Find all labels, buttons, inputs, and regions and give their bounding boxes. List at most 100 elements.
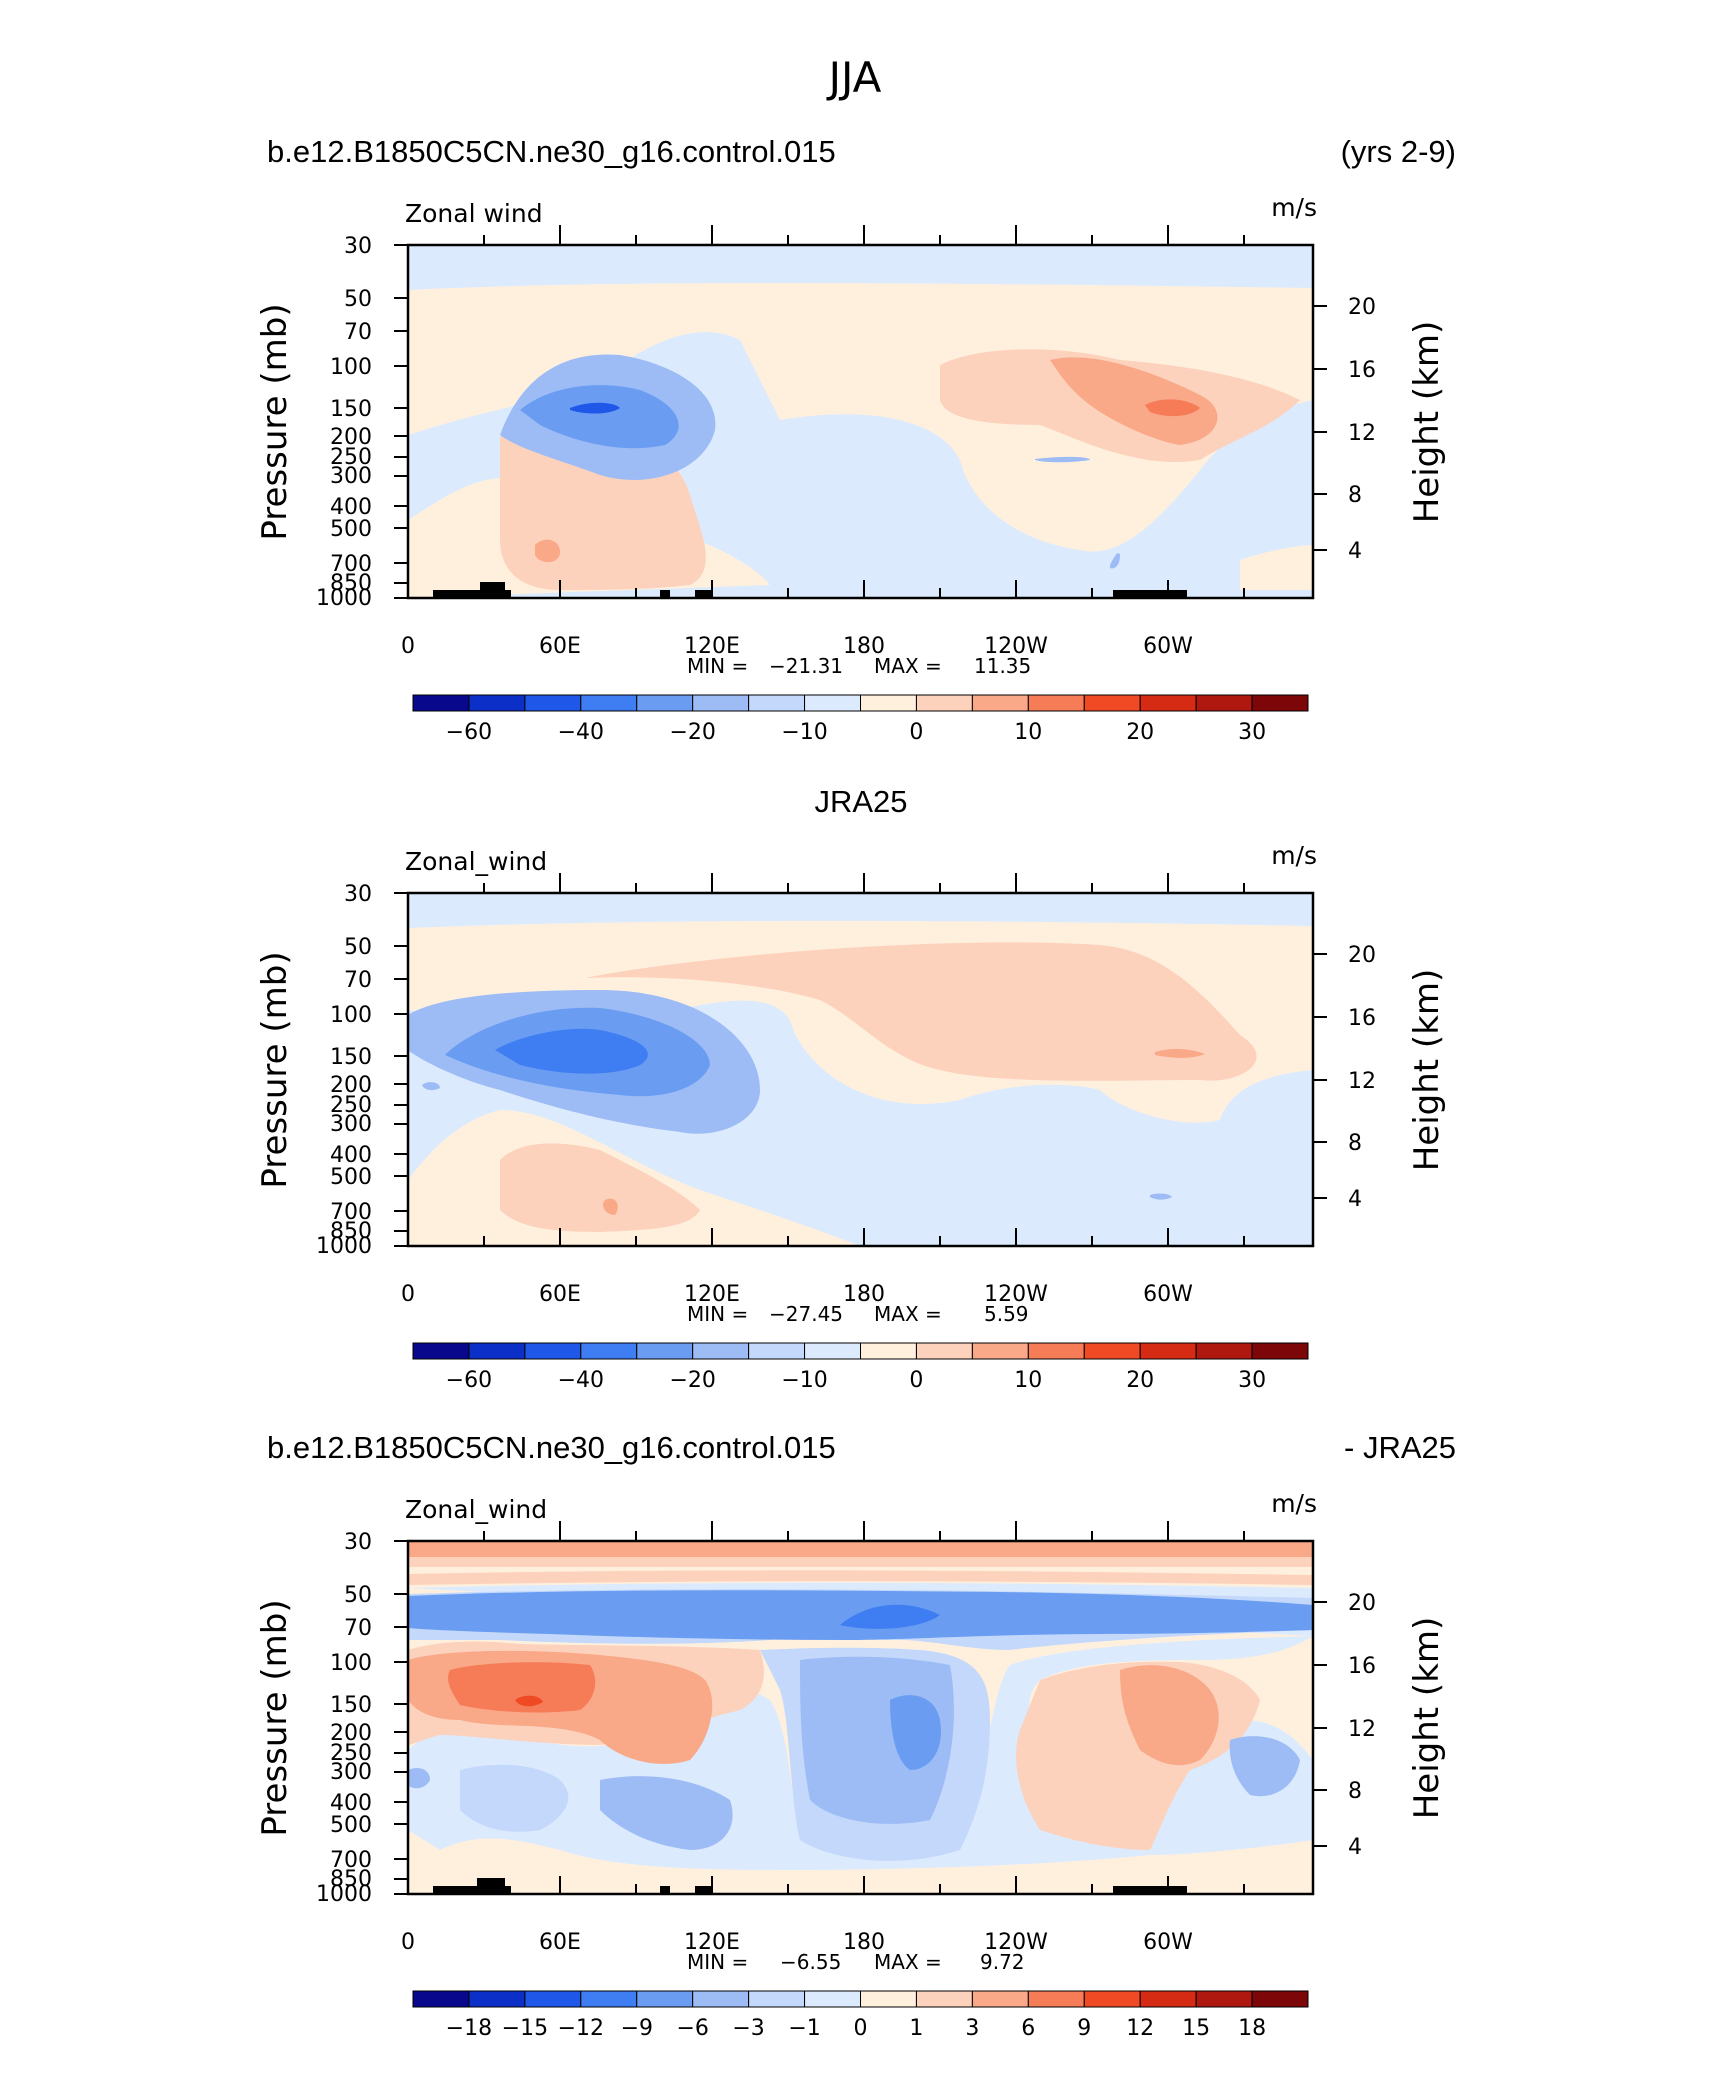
panel-1-x-tick-labels: 0 60E 120E 180 120W 60W [401, 634, 1193, 659]
panel-3-low-negative-east [1229, 1736, 1300, 1797]
panel-2-frame [406, 891, 1315, 1248]
panel-1-units: m/s [1271, 193, 1317, 222]
colorbar-swatch [636, 1990, 694, 2008]
colorbar-swatch [971, 694, 1029, 712]
panel-3-max-value: 9.72 [980, 1950, 1025, 1974]
colorbar-label: −18 [446, 2016, 492, 2041]
panel-2-ytick: 850 [330, 1219, 372, 1244]
panel-2-small-feature-2 [1150, 1193, 1172, 1200]
colorbar-swatch [1139, 1990, 1197, 2008]
colorbar-label: −60 [446, 720, 492, 745]
colorbar-swatch [860, 694, 917, 712]
panel-2-x-ticks [394, 873, 1327, 1247]
panel-1-contours [408, 245, 1313, 598]
panel-3-low-negative-central [600, 1776, 733, 1850]
panel-1-xtick: 120W [984, 634, 1048, 659]
panel-2-y2tick: 16 [1348, 1006, 1376, 1031]
panel-1-region-positive [408, 283, 1313, 552]
colorbar-label: 1 [909, 2016, 923, 2041]
panel-3-ytick: 100 [330, 1651, 372, 1676]
panel-2-xtick: 0 [401, 1282, 415, 1307]
panel-2-jet-east [585, 942, 1257, 1081]
panel-3-ytick: 500 [330, 1813, 372, 1838]
colorbar-swatch [692, 1990, 750, 2008]
colorbar-label: 30 [1238, 720, 1266, 745]
panel-1-ytick: 1000 [316, 586, 372, 611]
panel-2-min-label: MIN = [687, 1302, 748, 1326]
panel-2-max-value: 5.59 [984, 1302, 1029, 1326]
panel-3-topography-4 [695, 1886, 711, 1894]
panel-3-ytick: 850 [330, 1867, 372, 1892]
panel-3-ytick: 400 [330, 1791, 372, 1816]
panel-3-ytick: 30 [344, 1530, 372, 1555]
colorbar-label: 15 [1182, 2016, 1210, 2041]
colorbar-swatch [692, 694, 750, 712]
colorbar-label: 3 [965, 2016, 979, 2041]
panel-1-min-label: MIN = [687, 654, 748, 678]
colorbar-swatch [915, 694, 973, 712]
panel-3-colorbar [412, 1990, 1309, 2008]
panel-2-colorbar-labels: −60 −40 −20 −10 0 10 20 30 [446, 1368, 1266, 1393]
panel-3-warm-east-mid [1120, 1665, 1219, 1766]
panel-2-ylabel: Pressure (mb) [255, 951, 295, 1188]
panel-1-topography-2 [480, 582, 505, 598]
panel-3-min-label: MIN = [687, 1950, 748, 1974]
panel-1-ytick: 300 [330, 464, 372, 489]
colorbar-label: 18 [1238, 2016, 1266, 2041]
panel-1-max-label: MAX = [874, 654, 942, 678]
colorbar-swatch [468, 1990, 526, 2008]
colorbar-swatch [580, 694, 638, 712]
panel-1-y2tick: 16 [1348, 358, 1376, 383]
colorbar-swatch [1083, 694, 1141, 712]
colorbar-swatch [1251, 694, 1309, 712]
panel-3-topography-1 [433, 1886, 511, 1894]
panel-1-min-value: −21.31 [769, 654, 843, 678]
panel-2-xtick: 60E [539, 1282, 581, 1307]
colorbar-swatch [412, 694, 470, 712]
colorbar-swatch [1027, 1990, 1085, 2008]
panel-2-ytick: 700 [330, 1200, 372, 1225]
panel-3-top-band-1 [408, 1541, 1313, 1557]
panel-2: JRA25 Zonal_wind m/s 30 [255, 784, 1447, 1393]
panel-2-ytick: 300 [330, 1112, 372, 1137]
panel-2-ytick: 400 [330, 1143, 372, 1168]
colorbar-swatch [804, 1990, 861, 2008]
colorbar-swatch [524, 694, 582, 712]
panel-2-y2tick: 4 [1348, 1187, 1362, 1212]
panel-1-y2tick: 12 [1348, 421, 1376, 446]
colorbar-label: −10 [781, 720, 827, 745]
panel-3-ytick: 50 [344, 1583, 372, 1608]
colorbar-swatch [860, 1342, 917, 1360]
panel-3-xtick: 60W [1143, 1930, 1193, 1955]
colorbar-swatch [748, 1342, 806, 1360]
panel-2-ytick: 500 [330, 1165, 372, 1190]
panel-3-xtick: 60E [539, 1930, 581, 1955]
panel-3-y2tick: 20 [1348, 1591, 1376, 1616]
panel-2-ytick: 1000 [316, 1234, 372, 1259]
panel-3-warm-west-inner [448, 1662, 596, 1713]
colorbar-swatch [468, 1342, 526, 1360]
panel-1-y2-tick-labels: 20 16 12 8 4 [1348, 295, 1376, 564]
panel-2-ytick: 100 [330, 1003, 372, 1028]
panel-3-xtick: 120E [684, 1930, 740, 1955]
panel-3-ytick: 150 [330, 1693, 372, 1718]
colorbar-swatch [580, 1990, 638, 2008]
panel-3-y2tick: 4 [1348, 1835, 1362, 1860]
panel-1-title-right: (yrs 2-9) [1341, 134, 1456, 169]
colorbar-swatch [636, 694, 694, 712]
panel-2-ytick: 250 [330, 1093, 372, 1118]
panel-1-jet-east-mid [1050, 357, 1218, 445]
panel-1-xtick: 60E [539, 634, 581, 659]
panel-2-units: m/s [1271, 841, 1317, 870]
panel-3-variable: Zonal_wind [405, 1495, 547, 1524]
panel-3-ylabel: Pressure (mb) [255, 1599, 295, 1836]
panel-2-variable: Zonal_wind [405, 847, 547, 876]
panel-1-topography-1 [433, 590, 511, 598]
panel-2-jet-east-core [1155, 1048, 1205, 1058]
panel-3-ytick: 1000 [316, 1882, 372, 1907]
panel-3-units: m/s [1271, 1489, 1317, 1518]
colorbar-label: −6 [676, 2016, 708, 2041]
colorbar-swatch [1083, 1342, 1141, 1360]
panel-2-y2-tick-labels: 20 16 12 8 4 [1348, 943, 1376, 1212]
panel-2-ytick: 70 [344, 968, 372, 993]
